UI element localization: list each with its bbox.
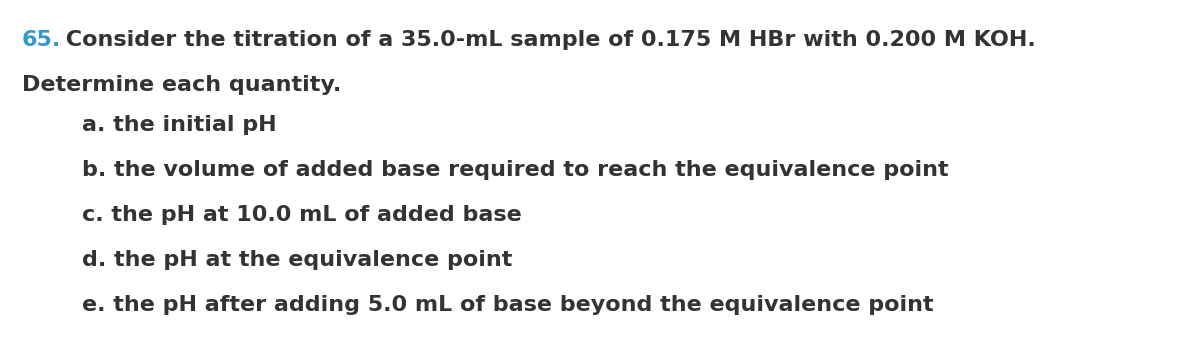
Text: a. the initial pH: a. the initial pH [82, 115, 277, 135]
Text: 65.: 65. [22, 30, 61, 50]
Text: c. the pH at 10.0 mL of added base: c. the pH at 10.0 mL of added base [82, 205, 522, 225]
Text: Determine each quantity.: Determine each quantity. [22, 75, 341, 95]
Text: b. the volume of added base required to reach the equivalence point: b. the volume of added base required to … [82, 160, 949, 180]
Text: Consider the titration of a 35.0-mL sample of 0.175 M HBr with 0.200 M KOH.: Consider the titration of a 35.0-mL samp… [58, 30, 1036, 50]
Text: e. the pH after adding 5.0 mL of base beyond the equivalence point: e. the pH after adding 5.0 mL of base be… [82, 295, 934, 315]
Text: d. the pH at the equivalence point: d. the pH at the equivalence point [82, 250, 512, 270]
